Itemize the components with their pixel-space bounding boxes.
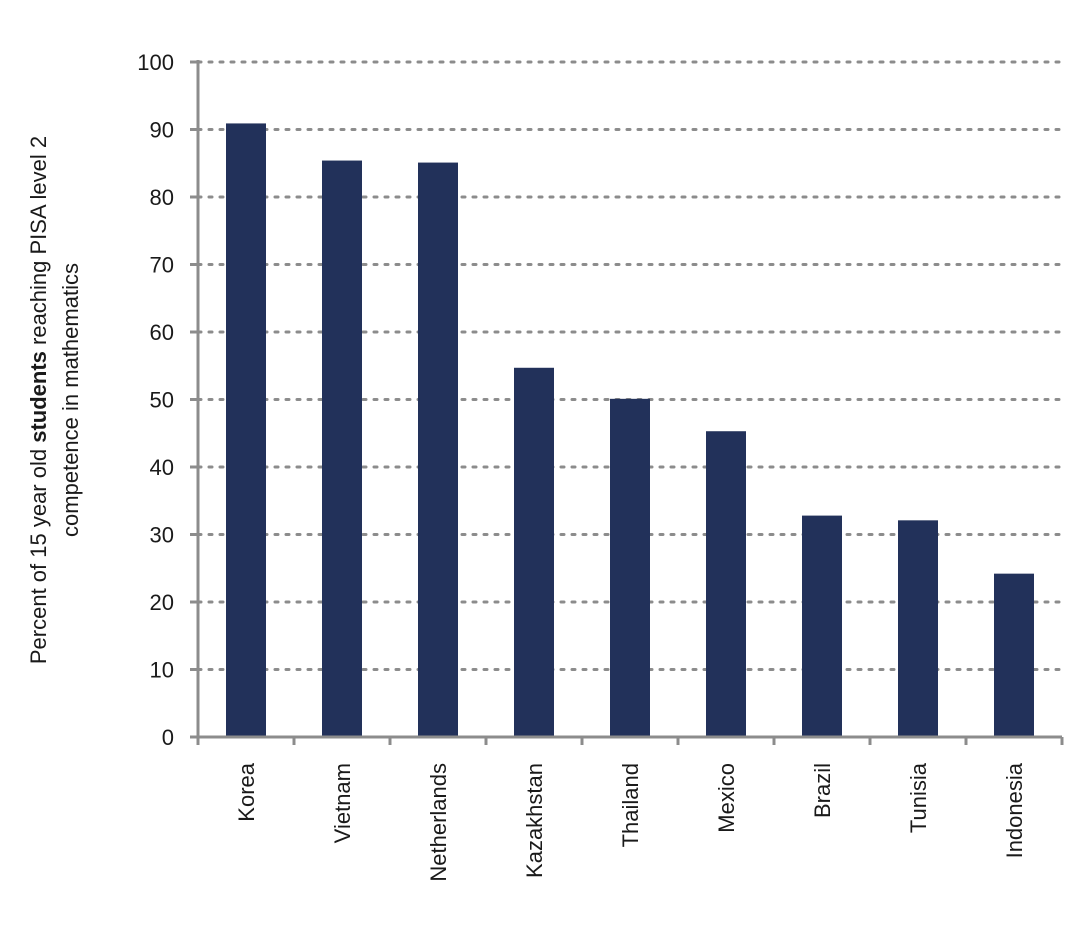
- bar-korea: [226, 123, 266, 738]
- x-tick-label: Brazil: [810, 763, 835, 818]
- axes: [190, 60, 1064, 745]
- x-tick-label: Netherlands: [426, 763, 451, 882]
- y-tick-label: 10: [150, 658, 174, 683]
- y-axis-label-part3: reaching PISA level 2: [26, 136, 51, 351]
- bars: [226, 123, 1034, 738]
- y-tick-label: 50: [150, 388, 174, 413]
- bar-mexico: [706, 431, 746, 737]
- x-tick-label: Kazakhstan: [522, 763, 547, 878]
- bar-thailand: [610, 398, 650, 737]
- x-tick-label: Korea: [234, 762, 259, 821]
- x-tick-label: Indonesia: [1002, 762, 1027, 858]
- bar-netherlands: [418, 162, 458, 737]
- y-axis-label-part2: students: [26, 351, 51, 443]
- bar-vietnam: [322, 160, 362, 738]
- x-tick-label: Vietnam: [330, 763, 355, 843]
- y-tick-label: 0: [162, 725, 174, 750]
- bar-tunisia: [898, 520, 938, 737]
- y-axis-label-line1: Percent of 15 year old students reaching…: [26, 136, 51, 664]
- y-axis-label-line2: competence in mathematics: [58, 263, 83, 537]
- y-tick-label: 60: [150, 320, 174, 345]
- y-tick-labels: 0 10 20 30 40 50 60 70 80 90 100: [137, 50, 174, 750]
- x-tick-label: Tunisia: [906, 762, 931, 833]
- y-tick-label: 80: [150, 185, 174, 210]
- y-tick-label: 40: [150, 455, 174, 480]
- y-tick-label: 100: [137, 50, 174, 75]
- y-tick-label: 90: [150, 118, 174, 143]
- bar-brazil: [802, 515, 842, 737]
- bar-indonesia: [994, 573, 1034, 737]
- bar-kazakhstan: [514, 367, 554, 737]
- y-tick-label: 70: [150, 253, 174, 278]
- y-axis-label-part1: Percent of 15 year old: [26, 443, 51, 664]
- x-tick-label: Thailand: [618, 763, 643, 847]
- y-tick-label: 30: [150, 523, 174, 548]
- x-tick-label: Mexico: [714, 763, 739, 833]
- x-tick-labels: Korea Vietnam Netherlands Kazakhstan Thailan…: [234, 762, 1027, 881]
- y-tick-label: 20: [150, 590, 174, 615]
